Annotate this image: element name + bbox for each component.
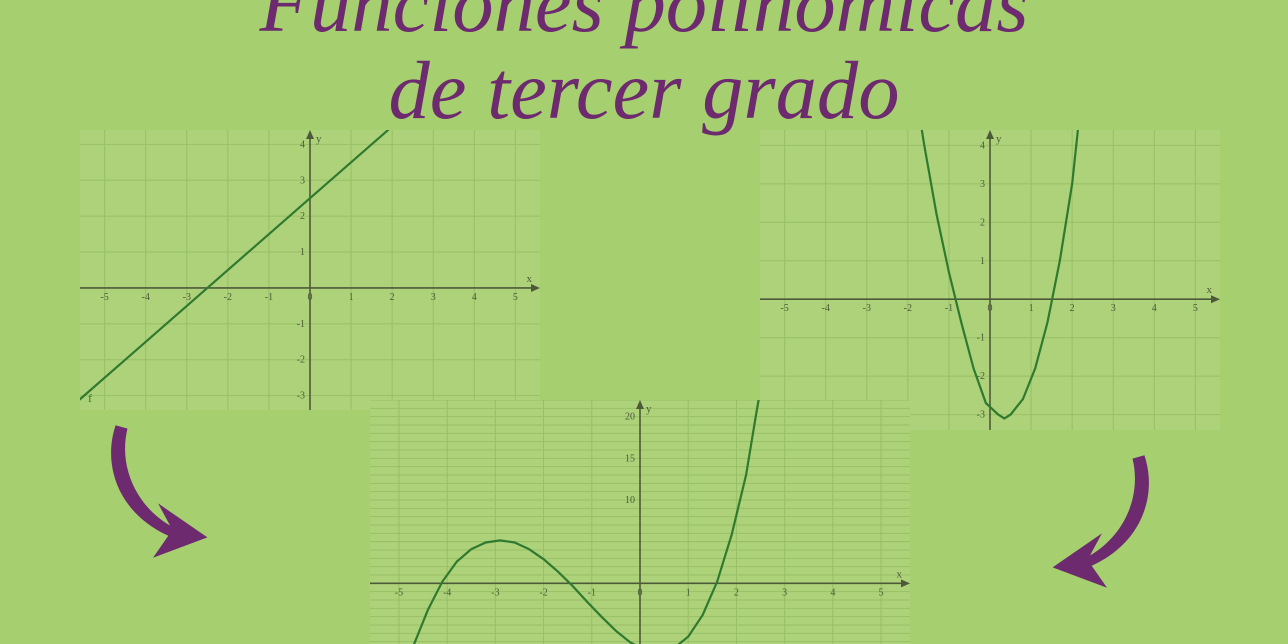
svg-text:5: 5 [513,292,518,303]
svg-text:0: 0 [988,303,993,314]
svg-text:4: 4 [472,292,477,303]
svg-text:1: 1 [349,292,354,303]
svg-text:-1: -1 [265,292,273,303]
svg-text:-3: -3 [977,410,985,421]
svg-text:x: x [1207,284,1213,296]
arrow-left-icon [85,415,255,585]
svg-text:-1: -1 [588,587,596,598]
svg-text:-1: -1 [945,303,953,314]
page-root: Funciones polinómicas de tercer grado -5… [0,0,1288,644]
chart-linear: -5-4-3-2-1012345-3-2-11234xyf [80,130,540,410]
svg-text:-3: -3 [863,303,871,314]
svg-text:3: 3 [980,179,985,190]
svg-text:4: 4 [300,139,305,150]
svg-text:-4: -4 [822,303,830,314]
svg-text:2: 2 [734,587,739,598]
svg-text:1: 1 [300,247,305,258]
svg-text:3: 3 [300,175,305,186]
svg-text:-2: -2 [904,303,912,314]
svg-text:y: y [316,133,322,145]
svg-text:-1: -1 [297,319,305,330]
svg-text:x: x [897,568,903,580]
chart-cubic: -5 -4 -3 -2 -1 0 1 2 3 4 5 10 15 20 x y [370,400,910,644]
svg-text:4: 4 [980,140,985,151]
svg-text:2: 2 [390,292,395,303]
title-line-1: Funciones polinómicas [259,0,1028,49]
svg-text:-3: -3 [491,587,499,598]
svg-text:-5: -5 [100,292,108,303]
svg-text:5: 5 [1193,303,1198,314]
svg-text:4: 4 [1152,303,1157,314]
svg-text:y: y [996,133,1002,145]
svg-text:1: 1 [980,256,985,267]
svg-text:1: 1 [686,587,691,598]
chart-parabola: -5-4-3-2-1012345-3-2-11234xyg [760,130,1220,430]
svg-text:0: 0 [638,587,643,598]
svg-text:y: y [646,403,652,415]
svg-text:-3: -3 [183,292,191,303]
title-line-2: de tercer grado [388,44,899,136]
svg-text:2: 2 [1070,303,1075,314]
svg-text:5: 5 [879,587,884,598]
svg-text:-4: -4 [142,292,150,303]
svg-text:x: x [527,273,533,285]
svg-text:-2: -2 [297,355,305,366]
svg-text:1: 1 [1029,303,1034,314]
svg-text:3: 3 [1111,303,1116,314]
svg-text:-2: -2 [224,292,232,303]
svg-text:20: 20 [625,412,635,423]
arrow-right-icon [1005,445,1175,615]
svg-text:-5: -5 [395,587,403,598]
svg-text:-5: -5 [780,303,788,314]
svg-text:4: 4 [830,587,835,598]
svg-text:-1: -1 [977,333,985,344]
svg-text:2: 2 [980,217,985,228]
svg-text:-4: -4 [443,587,451,598]
svg-text:-2: -2 [539,587,547,598]
svg-text:-3: -3 [297,391,305,402]
page-title: Funciones polinómicas de tercer grado [0,0,1288,134]
svg-text:15: 15 [625,453,635,464]
svg-text:2: 2 [300,211,305,222]
svg-text:10: 10 [625,495,635,506]
svg-text:0: 0 [308,292,313,303]
svg-text:3: 3 [431,292,436,303]
svg-text:3: 3 [782,587,787,598]
